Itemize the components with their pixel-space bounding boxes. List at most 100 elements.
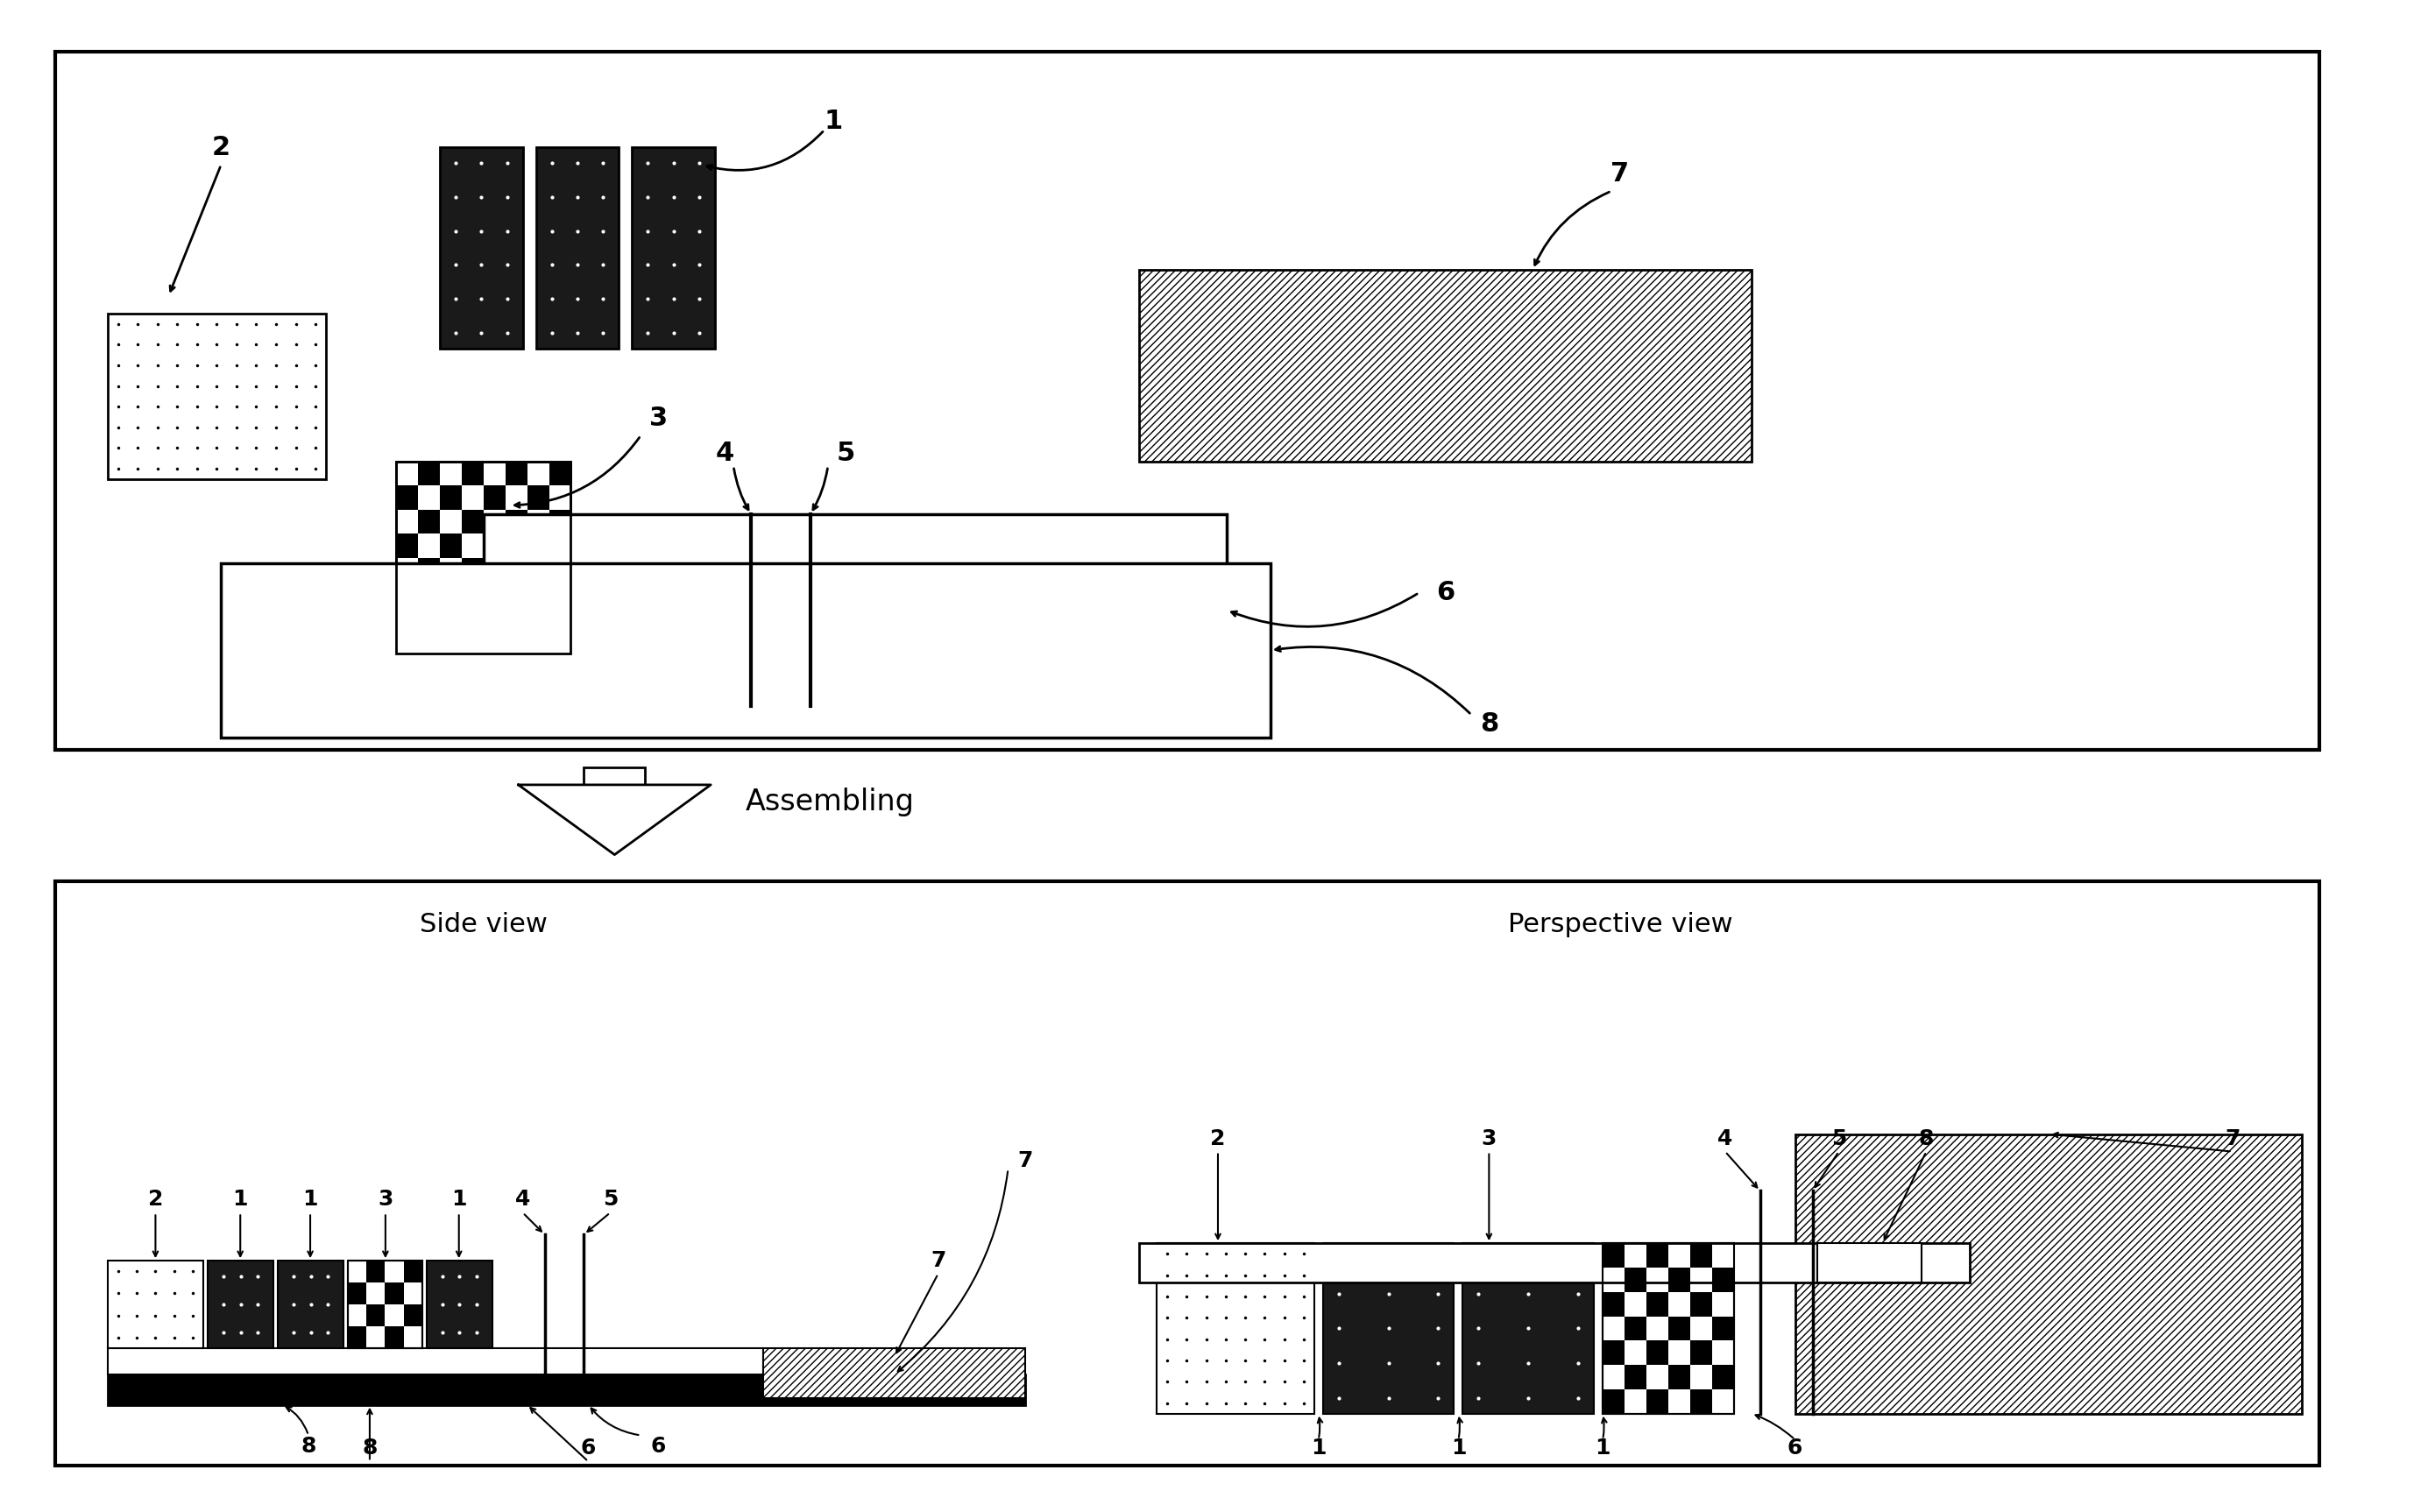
Bar bbox=[506, 558, 528, 582]
Text: 2: 2 bbox=[211, 135, 230, 160]
Bar bbox=[506, 606, 528, 631]
Bar bbox=[397, 461, 571, 653]
Text: 6: 6 bbox=[1436, 581, 1455, 605]
Bar bbox=[419, 461, 441, 485]
Bar bbox=[528, 534, 550, 558]
Text: Assembling: Assembling bbox=[746, 788, 915, 816]
Bar bbox=[419, 510, 441, 534]
Text: 7: 7 bbox=[2225, 1128, 2239, 1149]
Text: 4: 4 bbox=[717, 440, 734, 466]
Bar bbox=[506, 461, 528, 485]
Bar bbox=[419, 558, 441, 582]
Bar bbox=[528, 485, 550, 510]
Bar bbox=[349, 1261, 421, 1349]
Bar bbox=[484, 582, 506, 606]
Bar bbox=[550, 461, 571, 485]
Text: 3: 3 bbox=[649, 405, 668, 431]
Text: 6: 6 bbox=[1787, 1438, 1804, 1459]
Bar bbox=[1140, 1243, 1971, 1282]
Text: 3: 3 bbox=[1482, 1128, 1496, 1149]
Bar bbox=[441, 582, 462, 606]
Bar bbox=[441, 534, 462, 558]
Bar bbox=[1690, 1291, 1712, 1317]
Bar bbox=[404, 1261, 421, 1282]
Bar bbox=[1603, 1390, 1624, 1414]
Bar bbox=[1712, 1267, 1733, 1291]
Text: 1: 1 bbox=[232, 1188, 247, 1210]
Text: 5: 5 bbox=[835, 440, 855, 466]
Bar bbox=[426, 1261, 491, 1349]
Text: 8: 8 bbox=[363, 1438, 378, 1459]
Bar bbox=[349, 1282, 366, 1305]
Text: 1: 1 bbox=[823, 109, 843, 135]
Text: 6: 6 bbox=[581, 1438, 596, 1459]
Bar bbox=[1646, 1243, 1668, 1267]
Bar bbox=[1140, 269, 1750, 461]
Bar bbox=[278, 1261, 344, 1349]
Text: 7: 7 bbox=[1610, 160, 1629, 186]
Bar bbox=[397, 631, 419, 653]
Bar bbox=[397, 485, 419, 510]
Text: 1: 1 bbox=[450, 1188, 467, 1210]
Text: 7: 7 bbox=[930, 1250, 947, 1272]
Bar bbox=[632, 147, 714, 348]
Text: 5: 5 bbox=[603, 1188, 617, 1210]
Bar bbox=[366, 1261, 385, 1282]
Bar bbox=[1322, 1243, 1455, 1414]
Bar bbox=[1603, 1243, 1733, 1414]
Bar bbox=[484, 534, 506, 558]
Bar bbox=[208, 1261, 274, 1349]
Bar bbox=[1646, 1390, 1668, 1414]
Bar bbox=[1690, 1341, 1712, 1365]
Bar bbox=[1462, 1243, 1593, 1414]
Bar bbox=[1668, 1267, 1690, 1291]
Bar bbox=[385, 1326, 404, 1349]
Bar bbox=[1668, 1317, 1690, 1341]
Bar bbox=[1624, 1317, 1646, 1341]
Bar bbox=[535, 147, 620, 348]
Bar bbox=[220, 562, 1271, 738]
Bar bbox=[107, 313, 327, 479]
Text: 7: 7 bbox=[1017, 1149, 1034, 1170]
Bar bbox=[441, 485, 462, 510]
Bar bbox=[1646, 1341, 1668, 1365]
Text: Side view: Side view bbox=[419, 912, 547, 937]
Text: 8: 8 bbox=[1479, 711, 1499, 736]
Bar bbox=[107, 1261, 203, 1349]
Bar bbox=[1157, 1243, 1315, 1414]
Bar bbox=[397, 582, 419, 606]
Text: 4: 4 bbox=[516, 1188, 530, 1210]
Bar bbox=[462, 461, 484, 485]
Bar bbox=[484, 631, 506, 653]
Bar bbox=[1603, 1341, 1624, 1365]
Bar bbox=[56, 881, 2319, 1467]
Text: 8: 8 bbox=[1917, 1128, 1934, 1149]
Bar bbox=[56, 51, 2319, 750]
Bar bbox=[1712, 1317, 1733, 1341]
Text: 3: 3 bbox=[378, 1188, 392, 1210]
Bar bbox=[1646, 1291, 1668, 1317]
Bar bbox=[1603, 1243, 1624, 1267]
Bar bbox=[1690, 1390, 1712, 1414]
Bar bbox=[1690, 1243, 1712, 1267]
Bar bbox=[397, 461, 571, 653]
Bar bbox=[1624, 1365, 1646, 1390]
Bar bbox=[1816, 1243, 1922, 1282]
Bar bbox=[462, 606, 484, 631]
Bar bbox=[763, 1349, 1027, 1397]
Bar bbox=[1794, 1134, 2302, 1414]
Bar bbox=[349, 1326, 366, 1349]
Text: 1: 1 bbox=[303, 1188, 317, 1210]
Bar bbox=[349, 1261, 421, 1349]
Bar bbox=[506, 510, 528, 534]
Bar bbox=[550, 606, 571, 631]
Bar bbox=[528, 582, 550, 606]
Bar bbox=[528, 631, 550, 653]
Text: 1: 1 bbox=[1595, 1438, 1610, 1459]
Bar bbox=[550, 510, 571, 534]
Polygon shape bbox=[518, 785, 712, 854]
Bar bbox=[1712, 1365, 1733, 1390]
Bar bbox=[583, 768, 644, 785]
Text: 2: 2 bbox=[1210, 1128, 1225, 1149]
Bar bbox=[441, 147, 523, 348]
